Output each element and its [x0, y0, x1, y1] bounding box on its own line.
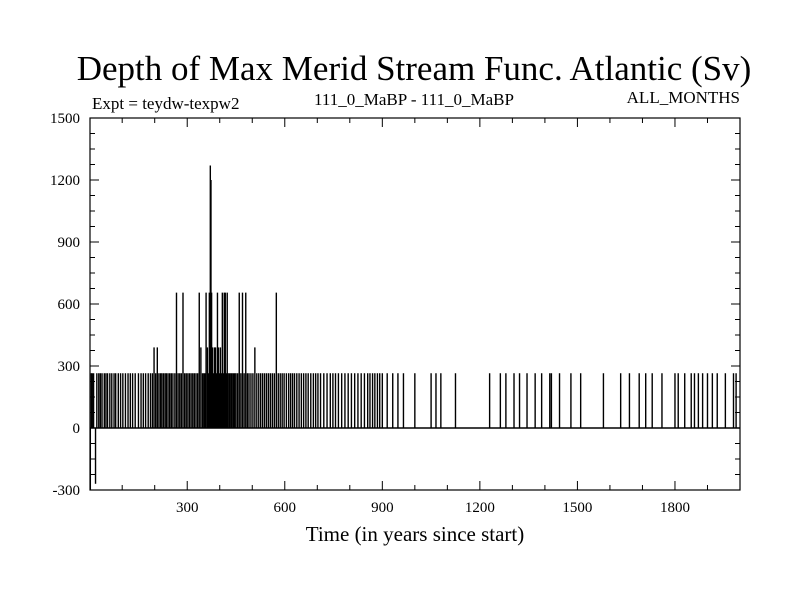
y-tick-label: 1200 — [50, 173, 80, 189]
x-tick-label: 600 — [274, 500, 297, 516]
x-tick-label: 300 — [176, 500, 199, 516]
chart-title: Depth of Max Merid Stream Func. Atlantic… — [77, 49, 752, 88]
x-tick-label: 900 — [371, 500, 394, 516]
x-tick-label: 1200 — [465, 500, 495, 516]
x-tick-label: 1500 — [562, 500, 592, 516]
y-tick-label: 1500 — [50, 111, 80, 127]
y-tick-label: -300 — [53, 483, 81, 499]
plot-frame — [89, 117, 741, 491]
x-tick-label: 1800 — [660, 500, 690, 516]
experiment-label: Expt = teydw-texpw2 — [92, 94, 239, 113]
period-label: 111_0_MaBP - 111_0_MaBP — [314, 90, 514, 109]
y-tick-label: 0 — [73, 421, 81, 437]
x-axis-label: Time (in years since start) — [306, 522, 525, 546]
y-tick-label: 600 — [58, 297, 81, 313]
y-tick-label: 300 — [58, 359, 81, 375]
y-tick-label: 900 — [58, 235, 81, 251]
axis-ticks: -300 0 300 600 900 1200 1500 300 600 900 1200 1500 1… — [50, 111, 740, 516]
months-label: ALL_MONTHS — [627, 88, 740, 107]
data-series — [89, 165, 740, 490]
